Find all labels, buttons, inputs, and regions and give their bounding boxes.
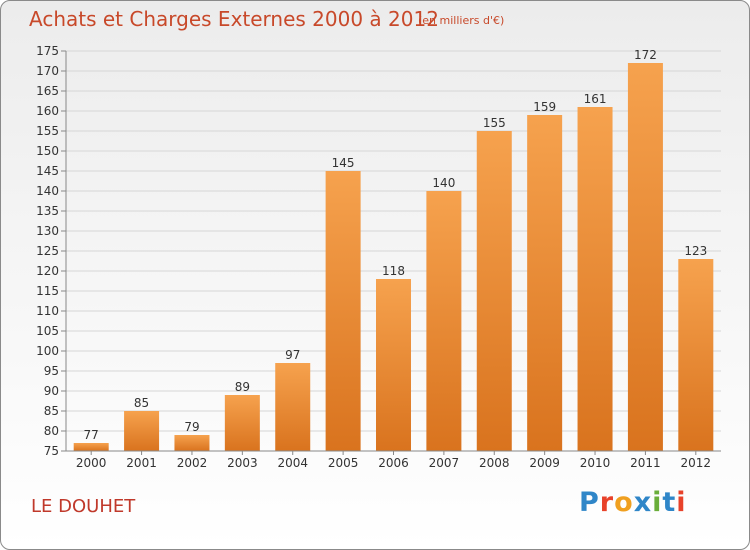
logo-letter: i [652,487,663,518]
x-tick-label: 2011 [630,456,661,470]
y-axis: 75 80 85 90 95 100 105 110 115 120 125 130 135 140 145… [36,44,67,458]
bar-value-label: 161 [584,92,607,106]
chart-title: Achats et Charges Externes 2000 à 2012 [29,7,439,31]
y-tick-label: 150 [36,144,59,158]
y-tick-label: 160 [36,104,59,118]
x-tick-label: 2010 [580,456,611,470]
bar-2001 [124,411,160,451]
y-tick-label: 85 [44,404,59,418]
bar-2006 [376,279,411,451]
x-tick-label: 2005 [328,456,359,470]
y-tick-label: 105 [36,324,59,338]
bar-2003 [224,395,260,451]
x-tick-label: 2000 [76,456,107,470]
bar-value-label: 145 [332,156,355,170]
y-tick-label: 140 [36,184,59,198]
bar-value-label: 85 [134,396,149,410]
x-tick-label: 2012 [681,456,712,470]
logo-letter: o [614,487,634,518]
y-tick-label: 145 [36,164,59,178]
y-tick-label: 80 [44,424,59,438]
y-tick-label: 110 [36,304,59,318]
x-tick-label: 2009 [529,456,560,470]
x-tick-label: 2004 [277,456,308,470]
bar-2000 [73,443,109,451]
bar-2009 [527,115,563,451]
y-tick-label: 95 [44,364,59,378]
bar-value-label: 97 [285,348,300,362]
x-tick-label: 2003 [227,456,258,470]
bar-2010 [577,107,613,451]
bar-2012 [678,259,714,451]
x-tick-label: 2007 [429,456,460,470]
logo-letter: x [633,487,653,518]
bar-value-label: 155 [483,116,506,130]
x-tick-label: 2002 [177,456,208,470]
y-tick-label: 155 [36,124,59,138]
logo-letter: r [599,487,615,518]
y-tick-label: 115 [36,284,59,298]
bar-value-label: 172 [634,48,657,62]
bar-2011 [627,63,663,451]
y-tick-label: 100 [36,344,59,358]
y-tick-label: 120 [36,264,59,278]
y-tick-label: 125 [36,244,59,258]
logo-letter: i [676,487,687,518]
y-tick-label: 130 [36,224,59,238]
y-tick-label: 175 [36,44,59,58]
y-tick-label: 90 [44,384,59,398]
y-tick-label: 135 [36,204,59,218]
bar-value-label: 140 [432,176,455,190]
logo-letter: P [579,487,600,518]
x-tick-label: 2008 [479,456,510,470]
bar-2008 [476,131,512,451]
x-tick-label: 2001 [126,456,157,470]
bar-2005 [325,171,361,451]
x-tick-label: 2006 [378,456,409,470]
bar-2004 [275,363,311,451]
commune-name: LE DOUHET [31,496,136,517]
bar-2007 [426,191,462,451]
y-tick-label: 75 [44,444,59,458]
proxiti-logo: Proxiti [579,487,687,518]
x-axis: 2000 2001 2002 2003 2004 2005 2006 2007 2008 2009… [66,450,721,470]
bar-value-label: 89 [235,380,250,394]
y-tick-label: 165 [36,84,59,98]
y-tick-label: 170 [36,64,59,78]
bar-value-label: 159 [533,100,556,114]
chart-subtitle: (en milliers d'€) [418,14,505,27]
bar-value-label: 123 [684,244,707,258]
bars: 77 85 79 89 97 145 118 140 155 159 161 172 123 [73,48,714,451]
logo-letter: t [662,487,677,518]
bar-value-label: 79 [184,420,199,434]
bar-2002 [174,435,210,451]
bar-value-label: 77 [84,428,99,442]
bar-value-label: 118 [382,264,405,278]
